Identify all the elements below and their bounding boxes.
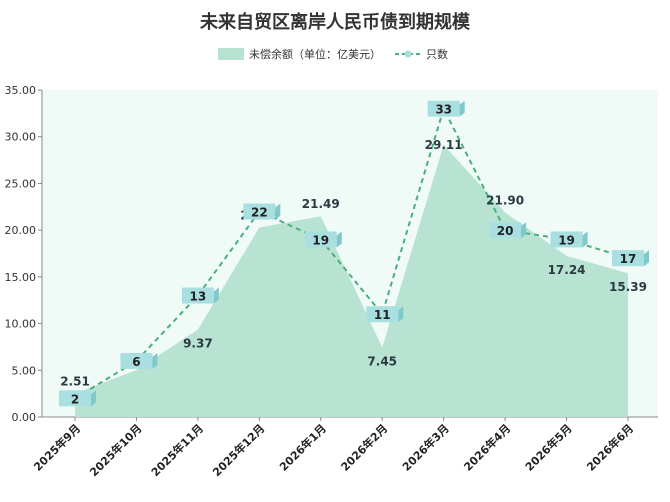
count-flag-fold: [644, 250, 649, 267]
legend-area-label: 未偿余额（单位：亿美元）: [249, 47, 381, 61]
legend-line-label: 只数: [426, 48, 448, 61]
area-data-label: 7.45: [367, 354, 397, 368]
count-flag: [243, 203, 276, 220]
x-tick-label: 2025年10月: [87, 421, 145, 479]
count-flag: [427, 100, 460, 117]
count-flag-fold: [398, 306, 404, 323]
area-data-label: 21.90: [486, 193, 524, 207]
y-tick-label: 25.00: [5, 177, 37, 190]
count-flag-fold: [152, 352, 158, 369]
area-data-label: 17.24: [548, 263, 586, 277]
area-data-label: 15.39: [609, 280, 647, 294]
count-flag: [120, 352, 153, 369]
count-flag: [59, 390, 91, 407]
chart-title: 未来自贸区离岸人民币债到期规模: [200, 12, 470, 33]
y-tick-label: 0.00: [12, 411, 37, 424]
area-series-fill: [75, 145, 628, 418]
count-flag-fold: [336, 231, 342, 248]
x-tick-label: 2026年3月: [399, 421, 452, 474]
count-flag: [550, 231, 583, 248]
count-flag-fold: [582, 231, 588, 248]
data-labels-layer: 2.515.039.3720.2821.497.4529.1121.9017.2…: [59, 100, 649, 407]
count-flag: [612, 250, 644, 267]
count-data-label: 19: [558, 233, 575, 247]
area-data-label: 29.11: [425, 138, 463, 152]
y-tick-label: 30.00: [5, 131, 37, 144]
count-data-label: 33: [435, 103, 452, 117]
line-series-path: [74, 105, 629, 400]
count-flag-fold: [91, 390, 96, 407]
count-flag-fold: [459, 100, 465, 117]
x-tick-label: 2026年4月: [461, 421, 514, 474]
count-flag: [489, 222, 522, 239]
count-data-label: 6: [132, 355, 140, 369]
count-data-label: 19: [312, 233, 329, 247]
y-tick-label: 15.00: [5, 271, 37, 284]
y-tick-label: 35.00: [5, 84, 37, 97]
x-tick-label: 2026年2月: [338, 421, 391, 474]
area-series-layer: [75, 145, 628, 418]
count-data-label: 20: [497, 224, 514, 238]
count-data-label: 2: [71, 392, 79, 406]
legend-line-marker: [404, 50, 412, 58]
y-tick-label: 5.00: [12, 364, 37, 377]
x-tick-label: 2025年12月: [210, 421, 268, 479]
count-data-label: 22: [251, 205, 268, 219]
area-data-label: 9.37: [183, 336, 213, 350]
x-tick-label: 2025年9月: [31, 421, 84, 474]
count-data-label: 11: [374, 308, 391, 322]
count-flag-fold: [213, 287, 219, 304]
count-flag: [304, 231, 337, 248]
x-tick-label: 2026年6月: [584, 421, 637, 474]
y-tick-label: 20.00: [5, 224, 37, 237]
count-flag-fold: [275, 203, 281, 220]
x-tick-label: 2025年11月: [148, 421, 206, 479]
area-data-label: 21.49: [302, 197, 340, 211]
y-tick-label: 10.00: [5, 318, 37, 331]
count-flag: [181, 287, 214, 304]
count-flag: [366, 306, 399, 323]
x-tick-label: 2026年5月: [522, 421, 575, 474]
area-data-label: 2.51: [60, 375, 90, 389]
x-tick-label: 2026年1月: [276, 421, 329, 474]
count-data-label: 13: [190, 290, 207, 304]
legend-area-swatch: [218, 48, 244, 60]
count-data-label: 17: [620, 252, 637, 266]
legend[interactable]: 未偿余额（单位：亿美元） 只数: [218, 47, 448, 61]
count-flag-fold: [521, 222, 527, 239]
